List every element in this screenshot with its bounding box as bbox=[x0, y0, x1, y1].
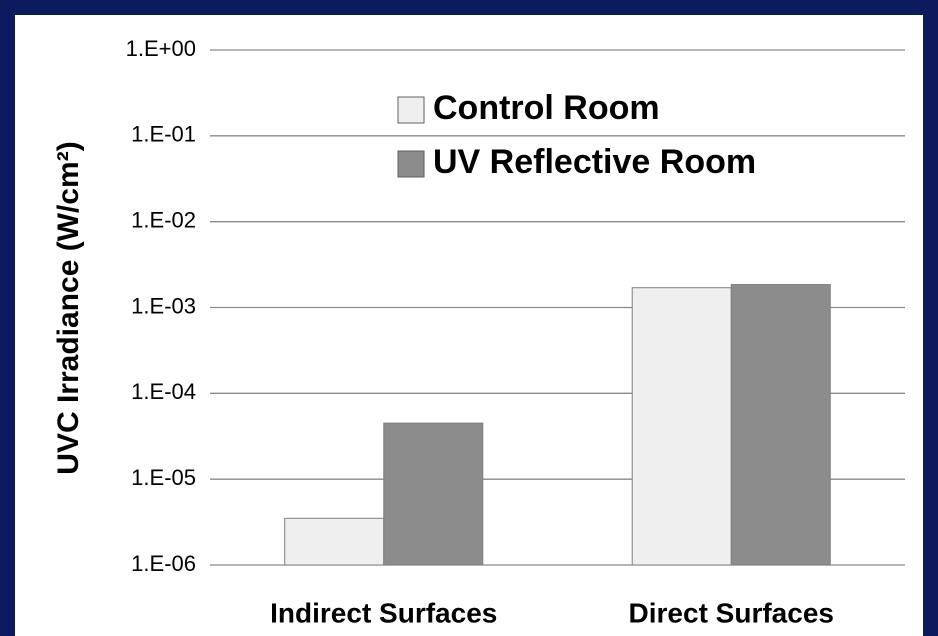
y-tick-label: 1.E-04 bbox=[131, 379, 196, 404]
bar bbox=[284, 517, 385, 566]
legend-swatch bbox=[397, 96, 425, 124]
legend-label: Control Room bbox=[433, 89, 660, 127]
y-tick-label: 1.E-05 bbox=[131, 465, 196, 490]
bar bbox=[730, 284, 831, 566]
y-tick-label: 1.E-03 bbox=[131, 293, 196, 318]
legend-swatch bbox=[397, 150, 425, 178]
y-tick-label: 1.E-02 bbox=[131, 207, 196, 232]
y-tick-label: 1.E+00 bbox=[126, 36, 196, 61]
y-tick-label: 1.E-01 bbox=[131, 122, 196, 147]
bar bbox=[631, 287, 732, 566]
x-tick-label: Direct Surfaces bbox=[629, 597, 834, 628]
bar bbox=[383, 422, 484, 566]
x-tick-label: Indirect Surfaces bbox=[270, 597, 497, 628]
legend-label: UV Reflective Room bbox=[433, 143, 756, 181]
y-tick-label: 1.E-06 bbox=[131, 551, 196, 576]
y-axis-title: UVC Irradiance (W/cm²) bbox=[52, 141, 85, 474]
